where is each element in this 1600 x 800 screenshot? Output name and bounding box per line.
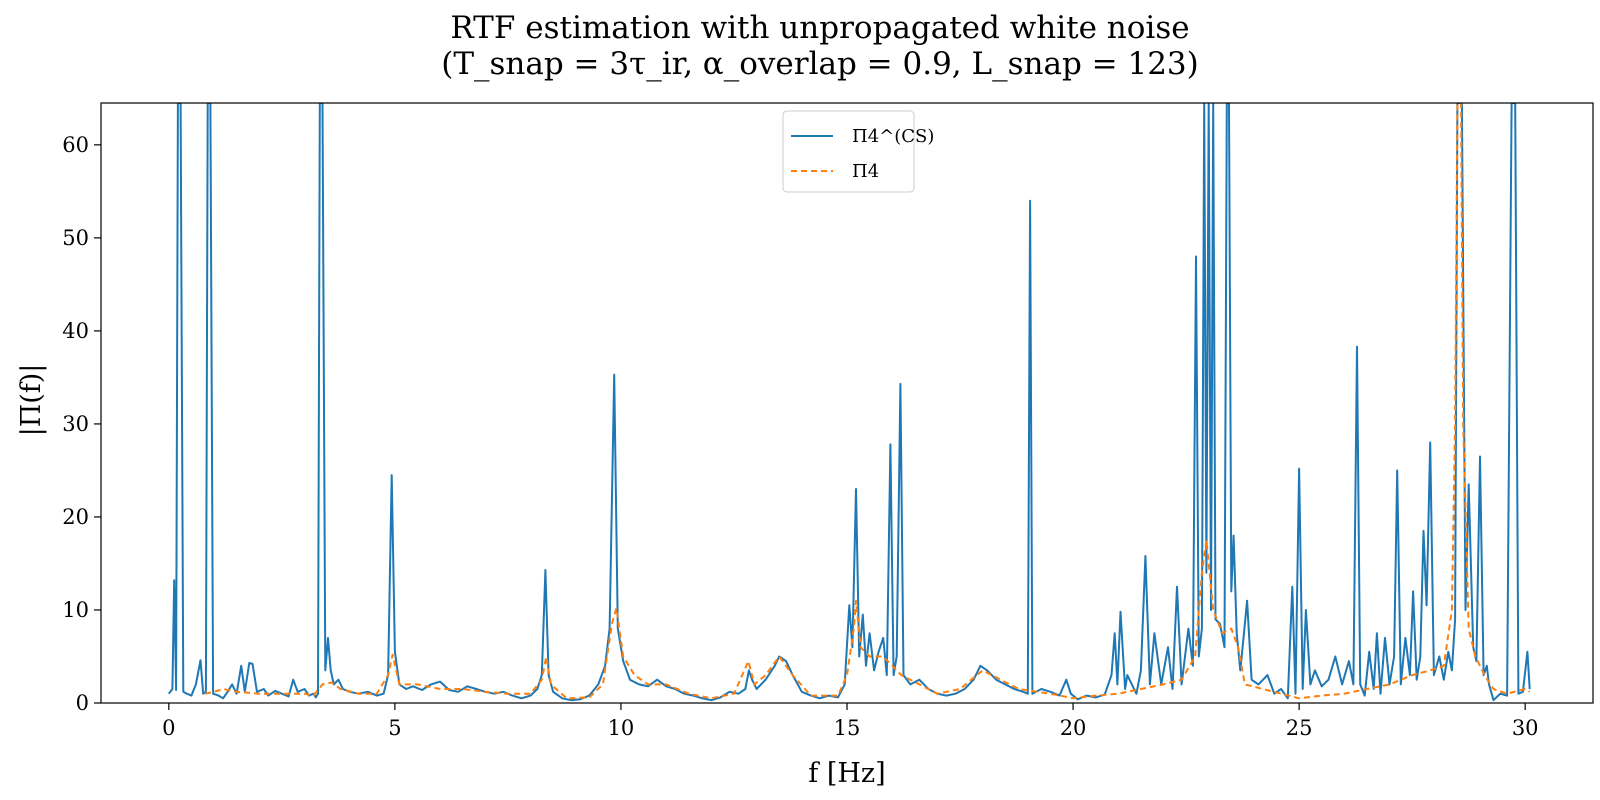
x-tick-label: 25	[1286, 716, 1313, 740]
x-tick-label: 20	[1060, 716, 1087, 740]
legend: Π4^(CS) Π4	[782, 110, 934, 193]
legend-box	[782, 110, 915, 193]
y-tick-label: 50	[62, 226, 89, 250]
title-line-2: (T_snap = 3τ_ir, α_overlap = 0.9, L_snap…	[441, 46, 1199, 82]
legend-label-series-1: Π4^(CS)	[852, 126, 934, 147]
title-line-1: RTF estimation with unpropagated white n…	[450, 10, 1189, 46]
y-tick-label: 10	[62, 598, 89, 622]
plot-area: 0 5 10 15 20 25 30 0 10 20 30 40 50 60	[62, 102, 1594, 740]
y-tick-label: 0	[76, 691, 89, 715]
series-line-1	[168, 103, 1531, 702]
series-line-2	[204, 103, 1531, 700]
plot-background	[101, 103, 1593, 703]
x-tick-label: 10	[608, 716, 635, 740]
y-tick-label: 20	[62, 505, 89, 529]
x-tick-label: 15	[834, 716, 861, 740]
x-tick-label: 0	[162, 716, 175, 740]
y-tick-label: 30	[62, 412, 89, 436]
x-axis-label: f [Hz]	[808, 758, 885, 789]
legend-label-series-2: Π4	[852, 161, 879, 182]
x-tick-label: 30	[1512, 716, 1539, 740]
x-axis-ticks: 0 5 10 15 20 25 30	[162, 703, 1539, 740]
y-tick-label: 40	[62, 319, 89, 343]
y-axis-label: |Π(f)|	[16, 364, 47, 437]
y-axis-ticks: 0 10 20 30 40 50 60	[62, 133, 101, 715]
x-tick-label: 5	[388, 716, 401, 740]
chart-title: RTF estimation with unpropagated white n…	[441, 10, 1199, 82]
series-layer	[168, 103, 1531, 702]
y-tick-label: 60	[62, 133, 89, 157]
